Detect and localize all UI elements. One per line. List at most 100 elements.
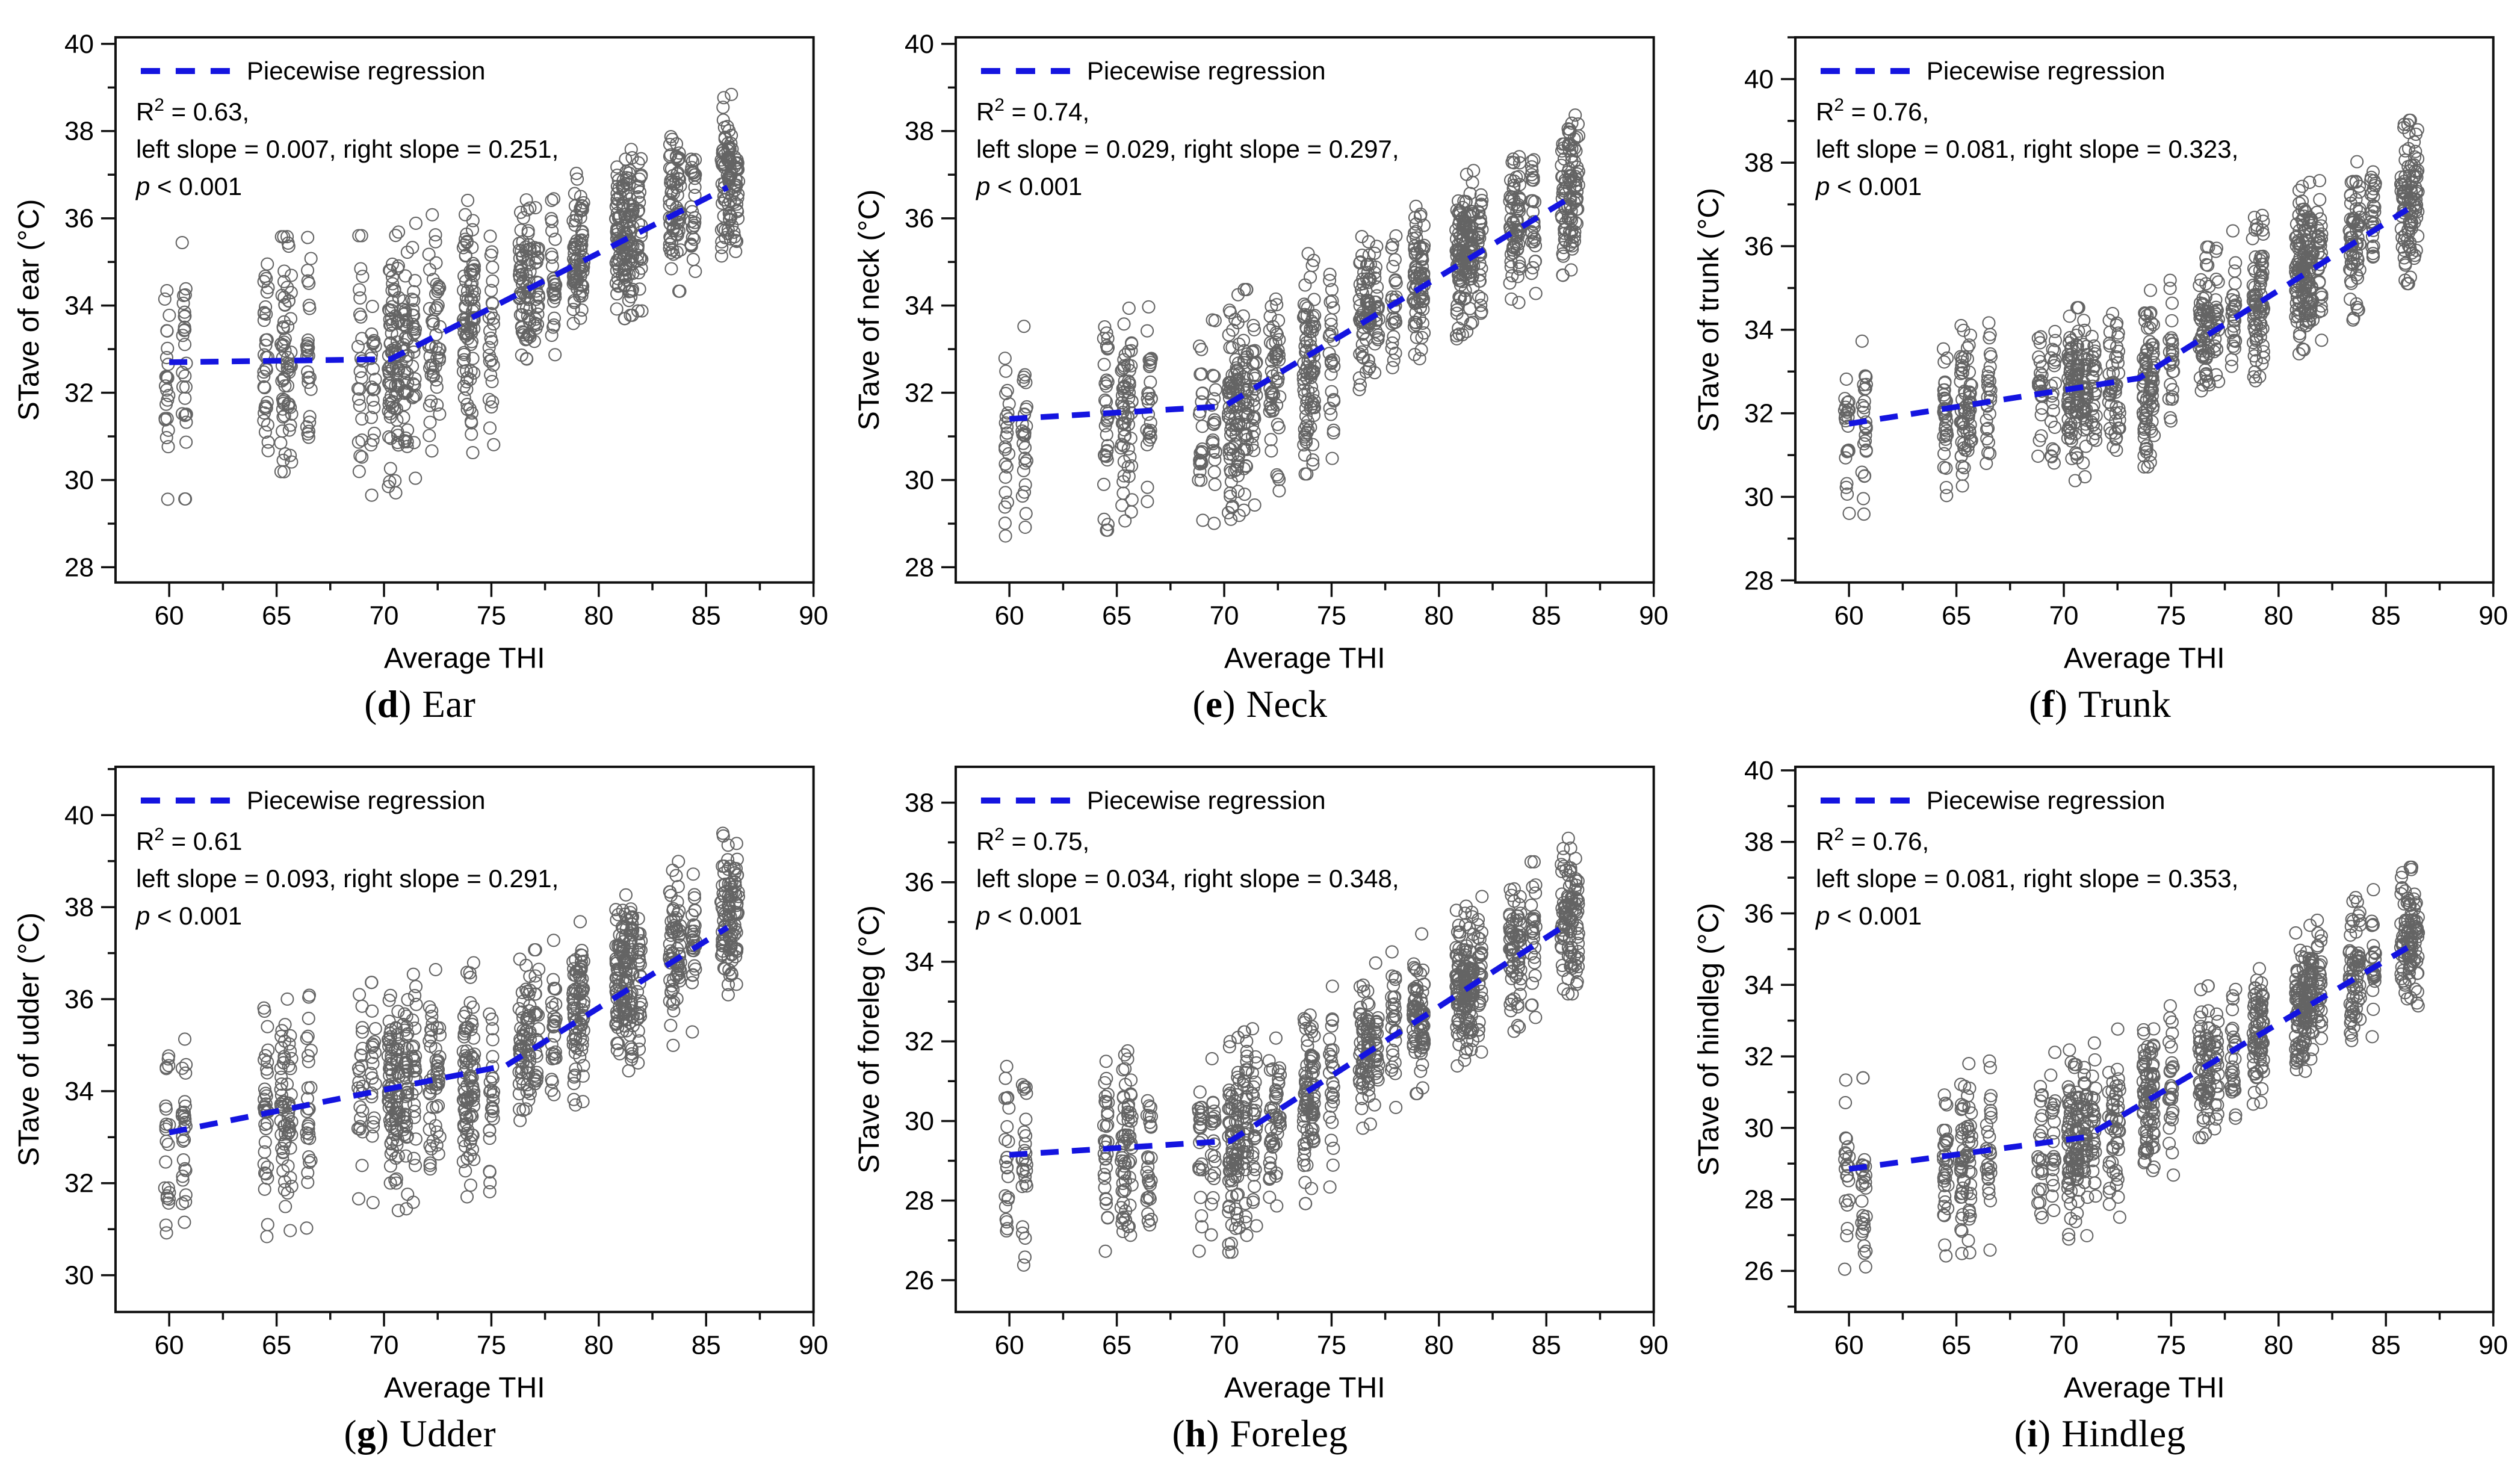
- svg-text:30: 30: [64, 465, 94, 495]
- svg-text:85: 85: [1531, 1331, 1561, 1360]
- legend-r2: R2 = 0.61: [136, 825, 243, 855]
- svg-text:30: 30: [64, 1261, 94, 1290]
- caption-label: Foreleg: [1230, 1413, 1348, 1455]
- svg-text:36: 36: [905, 868, 934, 897]
- svg-text:75: 75: [477, 601, 506, 631]
- y-axis-label: STave of neck (°C): [853, 190, 885, 430]
- legend-r2: R2 = 0.74,: [976, 95, 1089, 126]
- svg-text:80: 80: [1424, 601, 1453, 631]
- legend: Piecewise regression R2 = 0.74, left slope…: [975, 57, 1399, 200]
- caption-paren-close: ): [398, 683, 412, 726]
- svg-text:85: 85: [1531, 601, 1561, 631]
- svg-text:38: 38: [905, 117, 934, 146]
- svg-text:80: 80: [2264, 601, 2294, 631]
- svg-text:70: 70: [2049, 601, 2079, 631]
- svg-text:85: 85: [692, 1331, 721, 1360]
- x-axis-label: Average THI: [1224, 643, 1385, 675]
- x-axis-label: Average THI: [384, 643, 545, 675]
- caption-label: Hindleg: [2061, 1413, 2186, 1455]
- svg-text:40: 40: [905, 29, 934, 59]
- caption-letter: d: [377, 683, 399, 726]
- x-axis: 60 65 70 75 80 85 90 Average THI: [1834, 582, 2508, 675]
- legend-series-label: Piecewise regression: [1927, 786, 2166, 814]
- svg-text:38: 38: [64, 893, 94, 922]
- regression-line: [169, 184, 729, 365]
- caption-letter: g: [357, 1413, 377, 1455]
- legend-r2: R2 = 0.63,: [136, 95, 249, 126]
- regression-line: [1848, 945, 2409, 1172]
- svg-text:60: 60: [1834, 601, 1864, 631]
- plot-border: [1794, 36, 2495, 584]
- svg-text:65: 65: [262, 1331, 291, 1360]
- svg-text:65: 65: [262, 601, 291, 631]
- svg-text:38: 38: [1744, 148, 1774, 178]
- panel-hindleg: 60 65 70 75 80 85 90 Average THI 26 28 30 32 34 36 38 4…: [1680, 730, 2520, 1459]
- svg-text:70: 70: [370, 601, 399, 631]
- caption-paren-close: ): [376, 1413, 389, 1455]
- legend-slopes: left slope = 0.007, right slope = 0.251,: [136, 135, 559, 163]
- svg-text:40: 40: [64, 801, 94, 830]
- svg-text:65: 65: [1942, 601, 1971, 631]
- svg-text:32: 32: [64, 379, 94, 408]
- panel-caption-ear: (d) Ear: [0, 680, 840, 730]
- caption-letter: i: [2027, 1413, 2039, 1455]
- svg-text:75: 75: [477, 1331, 506, 1360]
- scatter-points: [158, 826, 746, 1244]
- legend-r2: R2 = 0.76,: [1816, 825, 1929, 855]
- y-axis: 28 30 32 34 36 38 40 STave of neck (°C): [853, 29, 956, 582]
- y-axis-label: STave of udder (°C): [13, 912, 45, 1166]
- scatter-plot-trunk: 60 65 70 75 80 85 90 Average THI 28 30 32 34 36 38 40 S…: [1693, 36, 2508, 675]
- caption-paren-open: (: [344, 1413, 358, 1455]
- legend: Piecewise regression R2 = 0.75, left slope…: [975, 786, 1399, 930]
- y-axis: 26 28 30 32 34 36 38 STave of foreleg (°C): [853, 788, 956, 1295]
- scatter-plot-foreleg: 60 65 70 75 80 85 90 Average THI 26 28 30 32 34 36 38 S…: [853, 765, 1668, 1404]
- caption-paren-close: ): [2054, 683, 2068, 726]
- svg-text:70: 70: [370, 1331, 399, 1360]
- svg-text:60: 60: [155, 601, 184, 631]
- svg-text:90: 90: [799, 601, 828, 631]
- svg-text:90: 90: [1639, 601, 1668, 631]
- panel-caption-trunk: (f) Trunk: [1680, 680, 2520, 730]
- scatter-points: [1838, 113, 2425, 521]
- panel-ear: 60 65 70 75 80 85 90 Average THI 28 30 32 34 36 38 40 S…: [0, 0, 840, 730]
- legend-series-label: Piecewise regression: [1087, 786, 1326, 814]
- legend-r2: R2 = 0.75,: [976, 825, 1089, 855]
- legend: Piecewise regression R2 = 0.76, left slope…: [1815, 57, 2238, 200]
- legend-r2: R2 = 0.76,: [1816, 95, 1929, 126]
- svg-text:90: 90: [1639, 1331, 1668, 1360]
- caption-label: Udder: [400, 1413, 497, 1455]
- svg-text:80: 80: [584, 1331, 613, 1360]
- scatter-points: [158, 87, 746, 506]
- legend-slopes: left slope = 0.034, right slope = 0.348,: [976, 864, 1399, 893]
- svg-text:65: 65: [1102, 601, 1132, 631]
- legend-series-label: Piecewise regression: [1927, 57, 2166, 85]
- panel-trunk: 60 65 70 75 80 85 90 Average THI 28 30 32 34 36 38 40 S…: [1680, 0, 2520, 730]
- scatter-plot-udder: 60 65 70 75 80 85 90 Average THI 30 32 34 36 38 40 STa…: [13, 765, 828, 1404]
- x-axis-label: Average THI: [384, 1372, 545, 1404]
- caption-letter: f: [2042, 683, 2055, 726]
- svg-text:32: 32: [64, 1169, 94, 1198]
- caption-paren-open: (: [2014, 1413, 2028, 1455]
- legend-pvalue: p < 0.001: [135, 172, 242, 200]
- svg-text:28: 28: [905, 1186, 934, 1216]
- legend-pvalue: p < 0.001: [1815, 172, 1922, 200]
- svg-text:75: 75: [1317, 1331, 1346, 1360]
- legend-pvalue: p < 0.001: [135, 902, 242, 930]
- panel-caption-udder: (g) Udder: [0, 1410, 840, 1459]
- svg-text:60: 60: [994, 601, 1024, 631]
- panel-udder: 60 65 70 75 80 85 90 Average THI 30 32 34 36 38 40 STa…: [0, 730, 840, 1459]
- svg-text:75: 75: [2156, 601, 2186, 631]
- y-axis: 28 30 32 34 36 38 40 STave of ear (°C): [13, 29, 116, 582]
- svg-text:70: 70: [1209, 601, 1239, 631]
- svg-text:60: 60: [994, 1331, 1024, 1360]
- x-axis: 60 65 70 75 80 85 90 Average THI: [994, 582, 1668, 675]
- plot-border: [954, 765, 1655, 1313]
- svg-text:85: 85: [692, 601, 721, 631]
- y-axis: 28 30 32 34 36 38 40 STave of trunk (°C): [1693, 36, 1796, 595]
- regression-line: [1848, 206, 2409, 427]
- svg-text:28: 28: [64, 553, 94, 582]
- plot-border: [954, 36, 1655, 584]
- svg-text:40: 40: [1744, 64, 1774, 94]
- legend-slopes: left slope = 0.029, right slope = 0.297,: [976, 135, 1399, 163]
- svg-text:30: 30: [905, 466, 934, 495]
